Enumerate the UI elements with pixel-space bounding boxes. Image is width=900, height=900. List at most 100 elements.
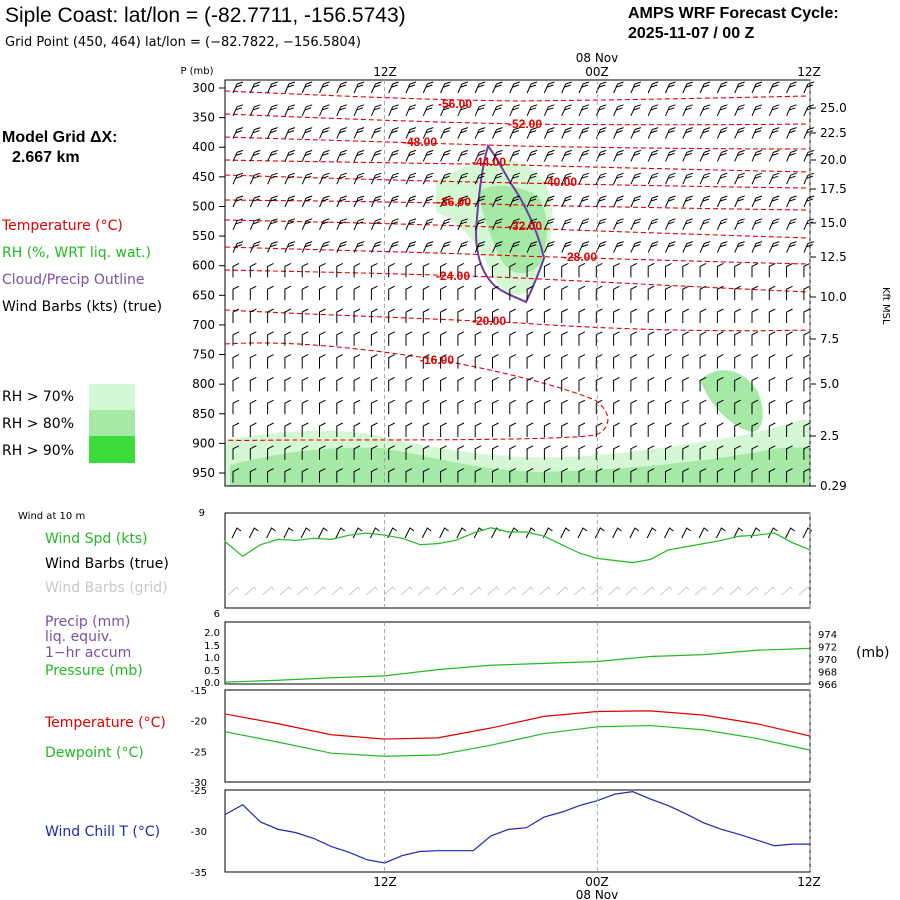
wind-barb <box>422 104 434 117</box>
wind10m-grid-barb <box>729 586 742 596</box>
rh70-swatch <box>89 384 135 410</box>
wind-barb <box>440 127 451 139</box>
wind-barb <box>595 172 607 185</box>
wind-barb <box>492 376 499 392</box>
date-label-top: 08 Nov <box>576 51 619 65</box>
isotherm-label: -44.00 <box>472 155 506 169</box>
wind-barb <box>422 218 434 231</box>
wind-barb <box>405 218 417 231</box>
wind-barb <box>630 104 642 117</box>
wind-barb <box>630 241 642 253</box>
wind-barb <box>440 241 451 253</box>
wind-barb <box>388 149 399 162</box>
wind-barb <box>716 376 724 392</box>
isotherm-24 <box>224 269 809 293</box>
wind-barb <box>803 331 811 346</box>
rh90-swatch <box>89 436 135 463</box>
wind-barb <box>232 218 244 231</box>
wind10m-barb <box>681 527 692 539</box>
precip-tick-label: 0.0 <box>204 678 220 689</box>
wind-barb <box>665 376 672 392</box>
isotherm-label: -48.00 <box>403 135 437 149</box>
wind10m-barb <box>785 527 795 539</box>
wind-speed-point <box>614 559 616 562</box>
wind-barb <box>353 331 361 346</box>
wind-barb <box>768 241 780 253</box>
wind-barb <box>319 241 330 253</box>
wind-barb <box>613 399 620 415</box>
wind-barb <box>492 331 499 346</box>
wind-barb <box>786 127 797 139</box>
wind-barb <box>319 104 330 117</box>
wind-barb <box>768 262 776 278</box>
wind-barb <box>543 104 555 117</box>
wind-barb <box>474 376 482 392</box>
wind-barb <box>734 376 741 392</box>
wind-barb <box>370 104 382 117</box>
wind-barb <box>353 376 361 392</box>
wind-barb <box>768 308 776 323</box>
wind-barb <box>232 195 244 208</box>
wind-barb <box>422 285 430 301</box>
isotherm-20 <box>224 309 809 332</box>
wind-speed-point <box>720 539 722 542</box>
wind-barb <box>561 354 568 369</box>
height-tick-label: 5.0 <box>820 377 839 391</box>
precip-tick-label: 0.5 <box>204 666 220 677</box>
precip-tick-label: 2.0 <box>204 628 220 639</box>
wind-speed-point <box>508 531 510 533</box>
wind-barb <box>319 422 326 437</box>
wind-barb <box>561 218 572 231</box>
wind-barb <box>232 127 244 139</box>
wind-speed-point <box>561 544 563 546</box>
wind-barb <box>561 104 572 117</box>
wind-barb <box>699 241 711 253</box>
wind-barb <box>405 468 413 483</box>
wind-barb <box>319 445 326 460</box>
wind-barb <box>353 354 361 369</box>
wind-barb <box>803 468 811 483</box>
wind-barb <box>267 331 274 346</box>
wind-barb <box>370 241 382 253</box>
wind-barb <box>301 376 309 392</box>
pressure-tick-label: 800 <box>192 377 215 391</box>
wind-barb <box>578 399 586 415</box>
wind-barb <box>301 285 309 301</box>
wind10m-barb <box>318 527 328 539</box>
wind-barb <box>716 81 728 94</box>
wind10m-barb <box>612 527 622 539</box>
wind-barb <box>630 354 638 369</box>
wind10m-grid-barb <box>331 586 344 596</box>
wind-barb <box>682 149 693 162</box>
wind10m-speed-series <box>224 527 811 564</box>
wind-barb <box>232 285 240 301</box>
wind-barb <box>336 445 344 460</box>
wind10m-barb <box>369 527 380 539</box>
wind-barb <box>509 399 517 415</box>
wind-barb <box>353 104 365 117</box>
wind-barb <box>630 195 642 208</box>
wind-barb <box>595 218 607 231</box>
wind-barb <box>786 354 793 369</box>
wind-barb <box>370 399 378 415</box>
wind-speed-point <box>419 544 421 546</box>
wind-barb <box>613 308 620 323</box>
wind-barb <box>249 218 261 231</box>
wind-barb <box>284 308 292 323</box>
wind-barb <box>509 376 517 392</box>
wind-barb <box>526 422 534 437</box>
wind-barb <box>786 399 793 415</box>
wind-barb <box>336 331 344 346</box>
wind-barb <box>613 149 624 162</box>
wind-barb <box>803 422 811 437</box>
pressure-tick-label: 550 <box>192 229 215 243</box>
cross-section-ylabel-right: Kft MSL <box>880 287 891 325</box>
wind-barb <box>803 241 815 253</box>
wind-barb <box>734 218 745 231</box>
wind-barb <box>492 308 499 323</box>
wind-barb <box>768 445 776 460</box>
wind-barb <box>543 241 555 253</box>
model-grid-value: 2.667 km <box>12 149 80 166</box>
wind10m-grid-barb <box>383 586 396 596</box>
wind-barb <box>301 104 313 117</box>
